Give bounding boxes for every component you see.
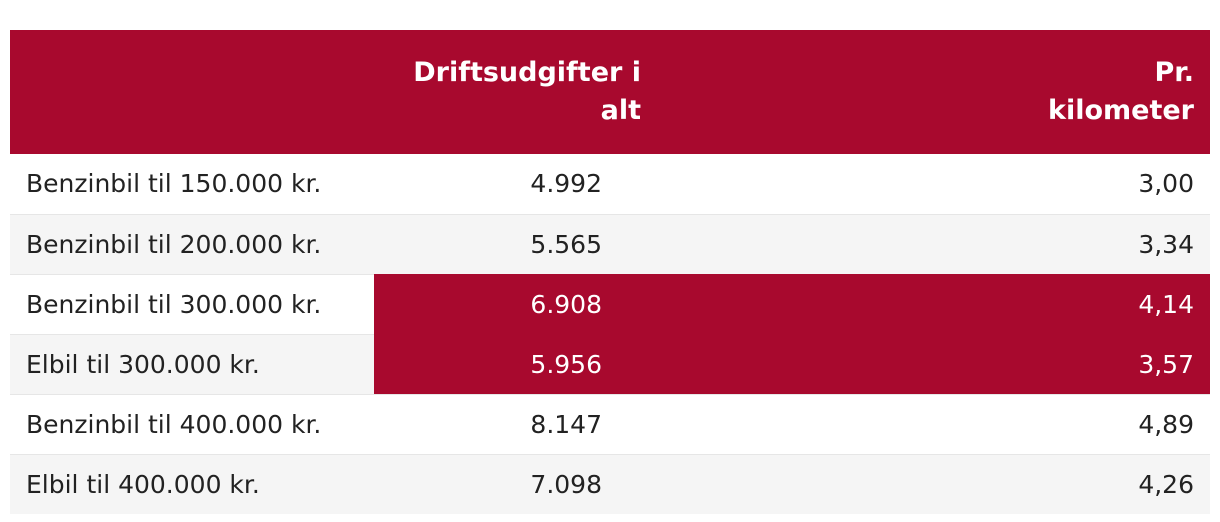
row-per-km: 3,00 — [1138, 169, 1194, 199]
table-row: Benzinbil til 150.000 kr. 4.992 3,00 — [10, 154, 1210, 214]
table-header-row: Driftsudgifter i alt Pr. kilometer — [10, 30, 1210, 154]
row-label: Benzinbil til 200.000 kr. — [10, 213, 374, 274]
header-label — [10, 30, 374, 154]
row-total: 6.908 — [374, 273, 913, 334]
row-per-km: 4,26 — [913, 453, 1210, 514]
header-per-km-line1: Pr. — [1154, 57, 1194, 88]
row-total: 4.992 — [530, 169, 602, 199]
row-per-km: 3,57 — [913, 333, 1210, 394]
operating-costs-table: Driftsudgifter i alt Pr. kilometer Benzi… — [10, 30, 1210, 514]
row-label: Elbil til 400.000 kr. — [10, 453, 374, 514]
table-row: Benzinbil til 200.000 kr. 5.565 3,34 — [10, 213, 1210, 274]
row-total: 7.098 — [374, 453, 913, 514]
table-row: Benzinbil til 300.000 kr. 6.908 4,14 — [10, 273, 1210, 334]
row-total: 5.565 — [374, 213, 913, 274]
row-per-km: 4,14 — [913, 273, 1210, 334]
row-label: Elbil til 300.000 kr. — [10, 333, 374, 394]
cost-table-container: Driftsudgifter i alt Pr. kilometer Benzi… — [10, 30, 1210, 514]
row-per-km: 3,34 — [913, 213, 1210, 274]
row-label: Benzinbil til 400.000 kr. — [10, 393, 374, 454]
table-row: Elbil til 300.000 kr. 5.956 3,57 — [10, 333, 1210, 394]
table-row: Benzinbil til 400.000 kr. 8.147 4,89 — [10, 393, 1210, 454]
row-label: Benzinbil til 300.000 kr. — [10, 273, 374, 334]
header-per-km: Pr. kilometer — [913, 30, 1210, 154]
row-total: 8.147 — [374, 393, 913, 454]
table-row: Elbil til 400.000 kr. 7.098 4,26 — [10, 453, 1210, 514]
header-per-km-line2: kilometer — [1048, 95, 1194, 126]
header-total: Driftsudgifter i alt — [413, 57, 641, 126]
row-per-km: 4,89 — [913, 393, 1210, 454]
row-label: Benzinbil til 150.000 kr. — [26, 169, 322, 199]
row-total: 5.956 — [374, 333, 913, 394]
